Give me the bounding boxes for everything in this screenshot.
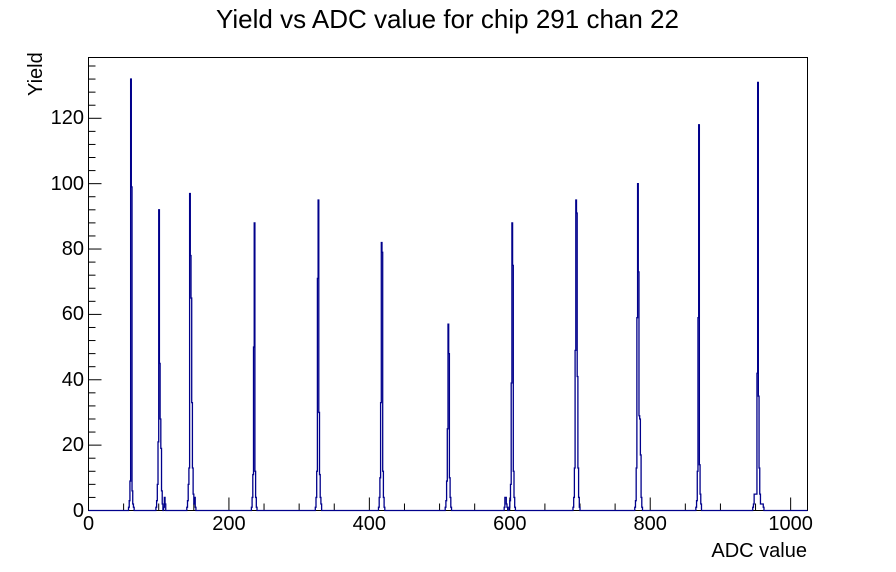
y-tick-label: 60 (61, 303, 84, 326)
x-tick-label: 400 (352, 513, 387, 535)
chart-title: Yield vs ADC value for chip 291 chan 22 (216, 4, 679, 34)
y-tick-label: 20 (61, 434, 84, 457)
histogram-line (88, 78, 808, 512)
x-tick-label: 600 (493, 513, 527, 535)
x-tick-label: 1000 (768, 513, 813, 535)
y-tick-label: 40 (61, 368, 84, 391)
y-tick-label: 0 (72, 499, 84, 522)
x-axis-title: ADC value (711, 540, 807, 562)
x-tick-label: 800 (633, 513, 667, 535)
y-tick-label: 80 (61, 238, 84, 261)
x-tick-label: 200 (212, 513, 246, 535)
y-tick-label: 100 (50, 172, 84, 195)
x-tick-label: 0 (82, 513, 95, 535)
y-tick-label: 120 (50, 107, 84, 130)
plot-frame (88, 57, 808, 511)
